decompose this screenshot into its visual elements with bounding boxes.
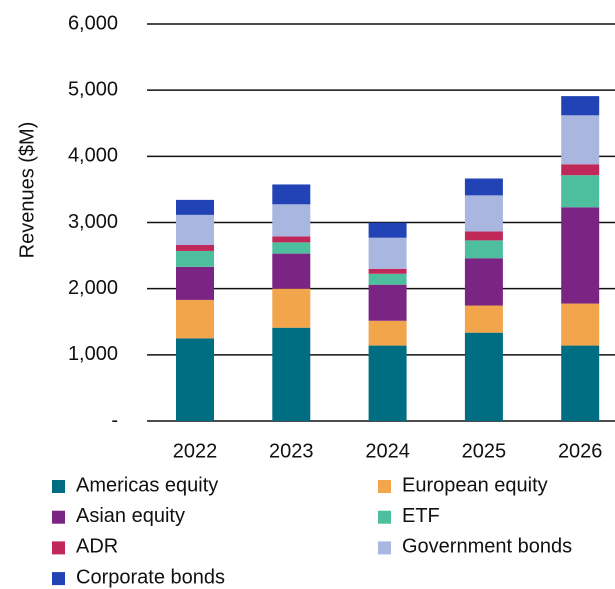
- bar-segment: [464, 332, 503, 421]
- x-tick-label: 2024: [365, 440, 410, 462]
- legend-swatch: [52, 572, 65, 586]
- bar-segment: [561, 175, 600, 208]
- y-tick-label: 3,000: [68, 211, 118, 233]
- legend-label: Asian equity: [76, 505, 185, 527]
- x-tick-label: 2022: [173, 440, 218, 462]
- legend-label: ADR: [76, 536, 118, 558]
- bar-segment: [272, 236, 311, 243]
- legend-swatch: [378, 480, 391, 493]
- bar-segment: [464, 178, 503, 196]
- legend-swatch: [52, 541, 65, 555]
- y-tick-label: 6,000: [68, 12, 118, 34]
- bar-segment: [176, 250, 214, 267]
- bar-segment: [368, 284, 407, 321]
- bar-segment: [368, 237, 407, 269]
- bar-segment: [176, 299, 214, 339]
- x-tick-label: 2025: [462, 440, 507, 462]
- legend-label: Government bonds: [402, 536, 572, 558]
- bar-segment: [561, 96, 600, 116]
- legend-label: Corporate bonds: [76, 566, 225, 588]
- y-tick-label: 1,000: [68, 343, 118, 365]
- bar-segment: [464, 195, 503, 232]
- bar-segment: [368, 222, 407, 238]
- bar-segment: [272, 253, 311, 289]
- legend-label: ETF: [402, 505, 440, 527]
- legend-swatch: [52, 480, 65, 493]
- bar-segment: [176, 338, 214, 421]
- bar-segment: [176, 214, 214, 245]
- legend-swatch: [378, 541, 391, 555]
- bar-segment: [368, 320, 407, 346]
- bar-segment: [561, 164, 600, 176]
- bar-segment: [176, 266, 214, 300]
- y-tick-label: 2,000: [68, 277, 118, 299]
- bar-segment: [464, 305, 503, 333]
- x-tick-label: 2023: [269, 440, 314, 462]
- bar-segment: [464, 231, 503, 241]
- bar-segment: [272, 242, 311, 254]
- bar-segment: [561, 345, 600, 421]
- bar-segment: [272, 184, 311, 205]
- y-tick-label: 5,000: [68, 78, 118, 100]
- legend-swatch: [378, 510, 391, 524]
- y-tick-label: -: [111, 409, 118, 431]
- y-tick-label: 4,000: [68, 145, 118, 167]
- legend-swatch: [52, 510, 65, 524]
- bar-segment: [272, 288, 311, 328]
- bar-segment: [464, 258, 503, 306]
- bar-segment: [368, 345, 407, 421]
- bar-segment: [561, 207, 600, 304]
- bar-segment: [561, 115, 600, 165]
- y-axis-label: Revenues ($M): [16, 122, 38, 259]
- x-tick-label: 2026: [558, 440, 603, 462]
- bar-segment: [272, 327, 311, 421]
- bar-segment: [368, 273, 407, 285]
- bar-segment: [464, 240, 503, 259]
- bar-segment: [368, 268, 407, 274]
- legend-label: European equity: [402, 474, 548, 496]
- bar-segment: [176, 199, 214, 215]
- bar-segment: [561, 303, 600, 346]
- bar-segment: [272, 204, 311, 237]
- bar-segment: [176, 244, 214, 251]
- legend-label: Americas equity: [76, 474, 218, 496]
